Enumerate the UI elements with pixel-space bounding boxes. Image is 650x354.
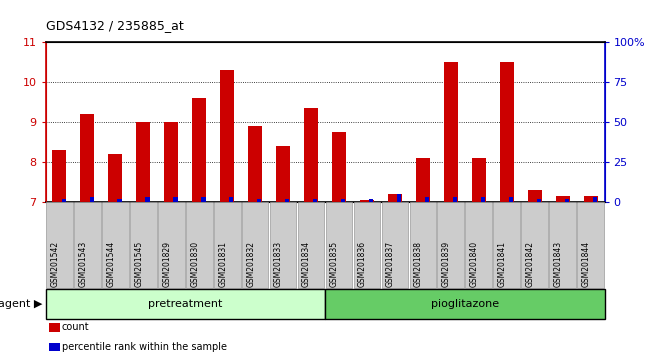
Bar — [118, 199, 122, 202]
Bar — [453, 197, 457, 202]
Bar — [304, 108, 318, 202]
Text: GSM201840: GSM201840 — [470, 241, 478, 287]
Bar — [556, 196, 569, 202]
Text: GSM201829: GSM201829 — [162, 241, 172, 287]
Bar — [593, 197, 597, 202]
Bar — [248, 126, 262, 202]
Bar — [90, 197, 94, 202]
Bar — [369, 199, 373, 202]
Text: pioglitazone: pioglitazone — [431, 298, 499, 309]
Bar — [565, 199, 569, 202]
Bar — [500, 62, 514, 202]
Text: GSM201834: GSM201834 — [302, 241, 311, 287]
Text: GSM201837: GSM201837 — [386, 241, 395, 287]
Bar — [397, 194, 401, 202]
Bar — [332, 132, 346, 202]
Bar — [109, 154, 122, 202]
Bar — [146, 197, 150, 202]
Bar — [220, 70, 234, 202]
Bar — [537, 199, 541, 202]
Bar — [425, 197, 429, 202]
Bar — [285, 199, 289, 202]
Bar — [276, 146, 290, 202]
Bar — [584, 196, 597, 202]
Text: GSM201545: GSM201545 — [135, 240, 144, 287]
Bar — [444, 62, 458, 202]
Text: GSM201831: GSM201831 — [218, 241, 227, 287]
Text: GSM201839: GSM201839 — [442, 241, 451, 287]
Text: GSM201833: GSM201833 — [274, 241, 283, 287]
Text: pretreatment: pretreatment — [148, 298, 222, 309]
Bar — [257, 199, 261, 202]
Bar — [53, 150, 66, 202]
Bar — [481, 197, 485, 202]
Bar — [313, 199, 317, 202]
Text: GSM201542: GSM201542 — [51, 241, 60, 287]
Text: GSM201838: GSM201838 — [414, 241, 423, 287]
Bar — [202, 197, 205, 202]
Text: GSM201830: GSM201830 — [190, 241, 199, 287]
Text: GSM201543: GSM201543 — [79, 240, 87, 287]
Text: GSM201843: GSM201843 — [554, 241, 563, 287]
Bar — [388, 194, 402, 202]
Text: GSM201835: GSM201835 — [330, 241, 339, 287]
Bar — [416, 158, 430, 202]
Bar — [229, 197, 233, 202]
Text: GSM201836: GSM201836 — [358, 241, 367, 287]
Bar — [136, 122, 150, 202]
Bar — [472, 158, 486, 202]
Bar — [174, 197, 177, 202]
Bar — [528, 190, 541, 202]
Text: GDS4132 / 235885_at: GDS4132 / 235885_at — [46, 19, 183, 32]
Text: GSM201544: GSM201544 — [107, 240, 116, 287]
Text: GSM201832: GSM201832 — [246, 241, 255, 287]
Bar — [509, 197, 513, 202]
Bar — [192, 98, 206, 202]
Text: GSM201841: GSM201841 — [498, 241, 507, 287]
Text: GSM201844: GSM201844 — [582, 241, 591, 287]
Bar — [164, 122, 178, 202]
Bar — [81, 114, 94, 202]
Text: agent ▶: agent ▶ — [0, 298, 42, 309]
Text: percentile rank within the sample: percentile rank within the sample — [62, 342, 227, 352]
Bar — [62, 199, 66, 202]
Bar — [341, 199, 345, 202]
Bar — [360, 200, 374, 202]
Text: GSM201842: GSM201842 — [526, 241, 535, 287]
Text: count: count — [62, 322, 90, 332]
